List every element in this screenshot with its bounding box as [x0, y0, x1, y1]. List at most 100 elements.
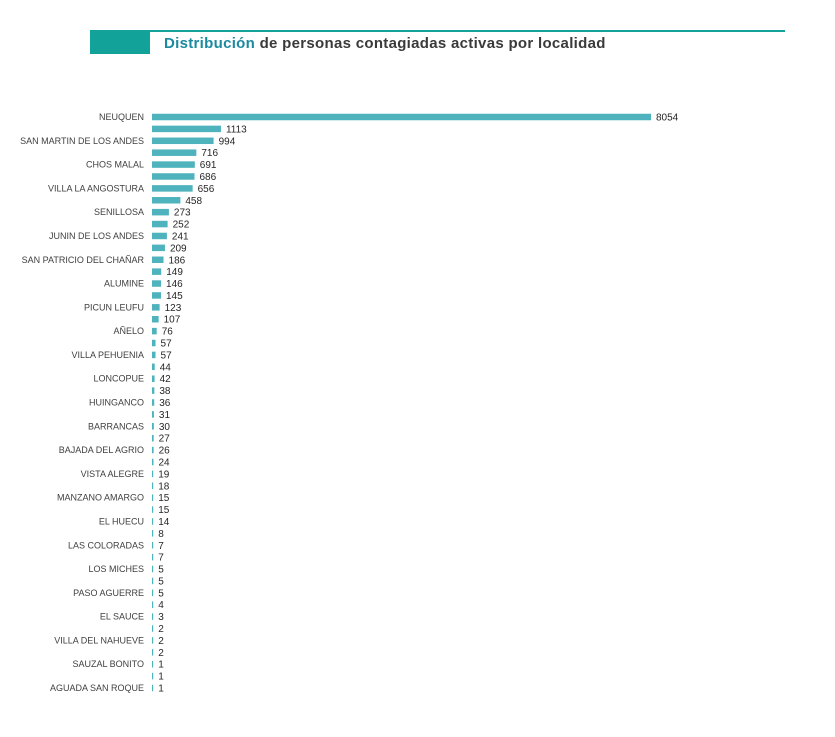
data-label: 8: [158, 529, 164, 540]
category-label: EL SAUCE: [100, 612, 144, 622]
bar: [152, 327, 157, 335]
data-label: 656: [198, 184, 215, 195]
category-label: VISTA ALEGRE: [81, 469, 144, 479]
bar: [152, 244, 165, 252]
category-label: LONCOPUE: [93, 374, 144, 384]
chart-title-accent: Distribución: [164, 35, 256, 52]
data-label: 691: [200, 160, 217, 171]
bar: [152, 315, 159, 323]
bar: [152, 434, 154, 442]
data-label: 38: [159, 386, 171, 397]
bar: [152, 684, 154, 692]
category-label: EL HUECU: [99, 516, 144, 526]
bar: [152, 649, 154, 656]
data-label: 7: [158, 541, 164, 552]
data-label: 123: [165, 303, 182, 314]
bar: [152, 494, 154, 501]
category-label: CHOS MALAL: [86, 160, 144, 170]
data-label: 57: [161, 350, 173, 361]
category-label: SAN MARTIN DE LOS ANDES: [20, 136, 144, 146]
data-label: 44: [160, 362, 172, 373]
data-label: 27: [159, 434, 171, 445]
category-label: HUINGANCO: [89, 398, 144, 408]
header-rule: [150, 30, 785, 32]
data-label: 4: [158, 600, 164, 611]
bar: [152, 423, 154, 430]
data-label: 57: [161, 339, 173, 350]
data-label: 8054: [656, 113, 679, 124]
bar: [152, 411, 154, 418]
bar: [152, 256, 164, 263]
data-label: 5: [158, 576, 164, 587]
data-label: 2: [158, 624, 164, 635]
bar: [152, 458, 154, 466]
data-label: 24: [158, 457, 170, 468]
bar: [152, 446, 154, 454]
data-label: 5: [158, 565, 164, 576]
category-label: ALUMINE: [104, 279, 144, 289]
data-label: 458: [185, 196, 202, 207]
data-label: 26: [159, 446, 171, 457]
bar: [152, 351, 156, 359]
data-label: 18: [158, 481, 170, 492]
bar: [152, 363, 155, 371]
data-label: 186: [169, 255, 186, 266]
data-label: 209: [170, 243, 187, 254]
data-label: 36: [159, 398, 171, 409]
bar: [152, 137, 214, 145]
bar: [152, 506, 154, 513]
bar: [152, 625, 154, 632]
data-label: 146: [166, 279, 183, 290]
data-label: 1: [158, 672, 164, 683]
bar: [152, 339, 156, 347]
category-label: VILLA LA ANGOSTURA: [48, 183, 144, 193]
category-label: VILLA PEHUENIA: [71, 350, 144, 360]
data-label: 14: [158, 517, 170, 528]
data-label: 716: [201, 148, 218, 159]
data-label: 273: [174, 208, 191, 219]
data-label: 686: [200, 172, 217, 183]
category-label: NEUQUEN: [99, 112, 144, 122]
bar: [152, 660, 154, 668]
bar: [152, 470, 154, 478]
category-label: LOS MICHES: [88, 564, 144, 574]
bar: [152, 149, 197, 156]
data-label: 241: [172, 231, 189, 242]
bar: [152, 672, 154, 680]
category-label: MANZANO AMARGO: [57, 493, 144, 503]
bar: [152, 185, 193, 192]
bar: [152, 530, 154, 537]
category-label: AÑELO: [113, 326, 144, 336]
data-label: 1113: [226, 124, 247, 135]
category-label: LAS COLORADAS: [68, 540, 144, 550]
bar: [152, 399, 155, 406]
bar: [152, 197, 181, 204]
category-label: SAN PATRICIO DEL CHAÑAR: [22, 255, 145, 265]
bar: [152, 232, 167, 240]
data-label: 7: [158, 553, 164, 564]
data-label: 31: [159, 410, 171, 421]
header-accent-block: [90, 30, 150, 54]
bar: [152, 280, 162, 287]
bar: [152, 375, 155, 382]
data-label: 30: [159, 422, 171, 433]
data-label: 994: [219, 136, 236, 147]
data-label: 2: [158, 648, 164, 659]
header-bar: Distribución de personas contagiadas act…: [90, 30, 785, 54]
bar: [152, 208, 169, 216]
data-label: 107: [164, 315, 181, 326]
data-label: 145: [166, 291, 183, 302]
data-label: 5: [158, 588, 164, 599]
data-label: 15: [158, 493, 170, 504]
category-label: PASO AGUERRE: [73, 588, 144, 598]
bar: [152, 518, 154, 525]
category-label: AGUADA SAN ROQUE: [50, 683, 144, 693]
category-label: SAUZAL BONITO: [72, 659, 144, 669]
bar: [152, 161, 195, 168]
data-label: 149: [166, 267, 183, 278]
bar: [152, 613, 154, 620]
chart-title: Distribución de personas contagiadas act…: [164, 35, 606, 52]
data-label: 3: [158, 612, 164, 623]
data-label: 1: [158, 684, 164, 695]
chart-title-rest: de personas contagiadas activas por loca…: [255, 35, 606, 52]
